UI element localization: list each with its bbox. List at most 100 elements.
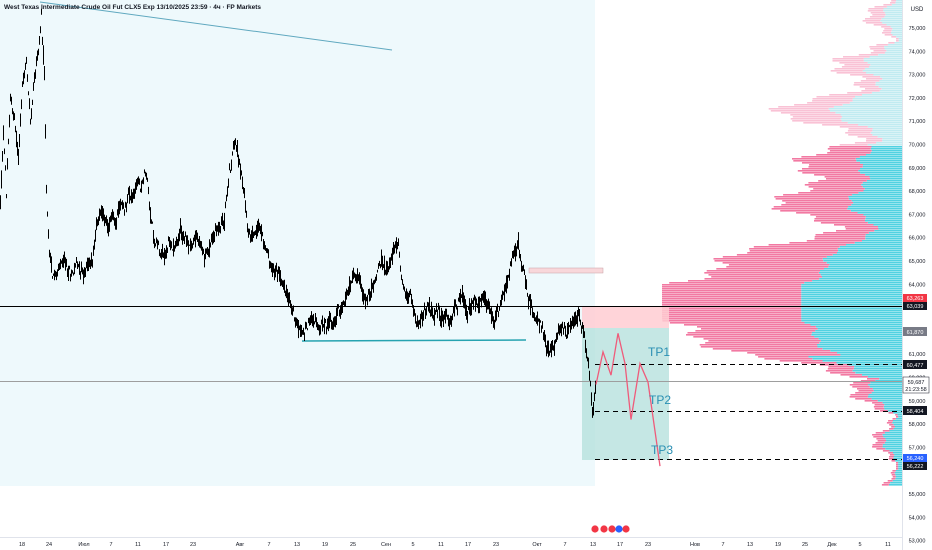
profile-bar-cyan [883, 10, 902, 12]
profile-bar-cyan [847, 208, 902, 210]
profile-bar-cyan [889, 430, 902, 432]
profile-bar-cyan [862, 94, 902, 96]
profile-bar-pink [810, 214, 864, 216]
profile-bar-cyan [896, 36, 902, 38]
profile-bar-pink [850, 74, 874, 76]
profile-bar-cyan [815, 326, 902, 328]
profile-bar-cyan [811, 334, 902, 336]
profile-bar-pink [873, 50, 887, 52]
price-tag-tp1-text: 60,477 [907, 363, 924, 369]
profile-bar-pink [688, 280, 813, 282]
profile-bar-pink [884, 34, 893, 36]
time-tick-label: 11 [438, 542, 444, 548]
profile-bar-cyan [865, 236, 902, 238]
profile-bar-pink [802, 168, 860, 170]
profile-bar-cyan [824, 268, 902, 270]
profile-bar-cyan [894, 42, 902, 44]
profile-bar-pink [728, 264, 830, 266]
profile-bar-cyan [892, 422, 902, 424]
event-flag-icon[interactable] [600, 525, 608, 533]
time-axis[interactable]: 18 24 Июл 7 11 17 23 Авг 7 13 19 25 Сен 5 11 17 23 Окт 7 13… [19, 542, 891, 548]
tp2-label: TP2 [649, 393, 671, 407]
trend-line[interactable] [39, 1, 393, 51]
profile-bar-pink [848, 128, 873, 130]
profile-bar-cyan [866, 154, 902, 156]
profile-bar-cyan [801, 310, 902, 312]
profile-bar-cyan [801, 298, 902, 300]
profile-bar-pink [726, 266, 829, 268]
profile-bar-cyan [881, 88, 902, 90]
profile-bar-cyan [836, 362, 902, 364]
profile-bar-pink [870, 52, 885, 54]
profile-bar-cyan [877, 136, 902, 138]
profile-bar-cyan [871, 392, 902, 394]
profile-bar-pink [809, 164, 863, 166]
profile-bar-cyan [882, 444, 902, 446]
event-flag-icon[interactable] [622, 525, 630, 533]
price-tick-label: 70,000 [909, 143, 926, 149]
profile-bar-cyan [891, 4, 902, 6]
profile-bar-cyan [822, 348, 902, 350]
profile-bar-cyan [896, 0, 902, 2]
support-line[interactable] [301, 339, 527, 342]
profile-bar-cyan [890, 482, 902, 484]
profile-bar-pink [881, 26, 891, 28]
price-tick-label: 66,000 [909, 236, 926, 242]
profile-bar-pink [874, 404, 885, 406]
profile-bar-cyan [848, 198, 902, 200]
profile-bar-pink [662, 314, 802, 316]
profile-bar-cyan [860, 168, 902, 170]
time-tick-label: 17 [465, 542, 471, 548]
profile-bar-pink [881, 484, 889, 486]
profile-bar-cyan [886, 6, 902, 8]
profile-bar-cyan [882, 140, 902, 142]
profile-bar-cyan [898, 416, 902, 418]
profile-bar-pink [895, 414, 898, 416]
profile-bar-cyan [832, 254, 902, 256]
profile-bar-pink [891, 36, 897, 38]
event-flag-icon[interactable] [608, 525, 616, 533]
profile-bar-cyan [872, 130, 902, 132]
profile-bar-cyan [894, 472, 902, 474]
profile-bar-cyan [814, 336, 902, 338]
take-profit-zone [582, 328, 669, 460]
profile-bar-pink [891, 478, 896, 480]
profile-bar-pink [889, 456, 894, 458]
profile-bar-pink [662, 304, 802, 306]
time-tick-label: 7 [563, 542, 566, 548]
profile-bar-cyan [873, 74, 902, 76]
profile-bar-cyan [875, 82, 902, 84]
profile-bar-cyan [830, 350, 902, 352]
profile-bar-cyan [801, 312, 902, 314]
event-flag-icon[interactable] [591, 525, 599, 533]
resistance-zone [528, 267, 604, 274]
profile-bar-cyan [826, 256, 902, 258]
time-tick-label: 7 [267, 542, 270, 548]
time-tick-label: 11 [885, 542, 891, 548]
time-tick-label: Авг [236, 542, 245, 548]
profile-bar-cyan [882, 78, 902, 80]
profile-bar-pink [801, 156, 860, 158]
profile-bar-cyan [842, 104, 902, 106]
profile-bar-pink [722, 262, 827, 264]
profile-bar-pink [859, 86, 879, 88]
profile-bar-pink [662, 294, 802, 296]
profile-bar-pink [853, 382, 871, 384]
profile-bar-cyan [869, 386, 902, 388]
profile-bar-pink [803, 122, 848, 124]
profile-bar-cyan [893, 428, 902, 430]
profile-bar-cyan [838, 250, 902, 252]
profile-bar-pink [669, 322, 805, 324]
profile-bar-pink [873, 436, 884, 438]
profile-bar-cyan [886, 24, 902, 26]
profile-bar-cyan [881, 18, 902, 20]
tp1-label: TP1 [648, 345, 670, 359]
profile-bar-cyan [847, 122, 902, 124]
profile-bar-pink [818, 180, 867, 182]
profile-bar-cyan [862, 240, 902, 242]
profile-bar-pink [889, 454, 895, 456]
event-flag-icon[interactable] [615, 525, 623, 533]
profile-bar-cyan [868, 384, 902, 386]
profile-bar-cyan [884, 12, 902, 14]
